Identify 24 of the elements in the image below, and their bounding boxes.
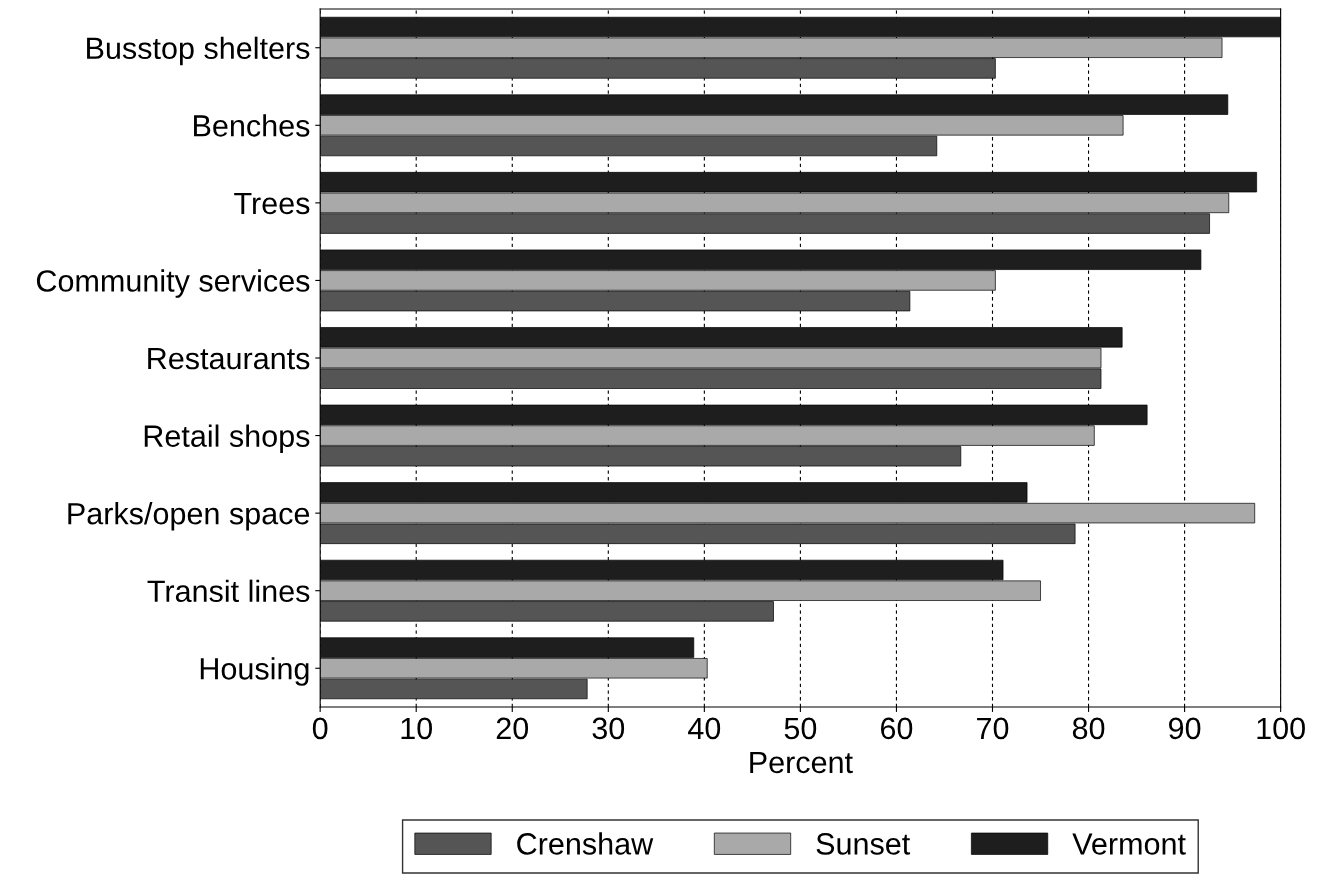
x-tick-label: 20 [496, 717, 529, 740]
x-axis-title: Percent [750, 751, 853, 774]
y-tick-label: Benches [194, 114, 310, 137]
x-tick-label: 0 [312, 717, 328, 740]
x-tick-label: 50 [784, 717, 817, 740]
y-tick-label: Housing [200, 657, 309, 686]
y-tick-label: Transit lines [147, 579, 310, 603]
x-tick-label: 100 [1257, 717, 1305, 740]
y-tick-label: Restaurants [148, 348, 310, 370]
y-tick-label: Busstop shelters [87, 36, 310, 66]
legend-label: Vermont [1072, 833, 1186, 855]
x-tick-label: 10 [401, 717, 433, 740]
x-tick-label: 60 [881, 717, 913, 740]
legend-label: Sunset [816, 833, 911, 855]
y-tick-label: Retail shops [144, 424, 310, 453]
x-tick-label: 30 [592, 717, 625, 740]
x-tick-label: 80 [1072, 717, 1105, 740]
y-tick-label: Community services [36, 269, 310, 298]
y-tick-label: Parks/open space [68, 502, 310, 531]
legend-label: Crenshaw [517, 832, 654, 855]
x-tick-label: 40 [688, 717, 721, 740]
x-tick-label: 90 [1169, 717, 1201, 740]
x-tick-label: 70 [977, 717, 1009, 740]
y-tick-label: Trees [234, 192, 310, 215]
